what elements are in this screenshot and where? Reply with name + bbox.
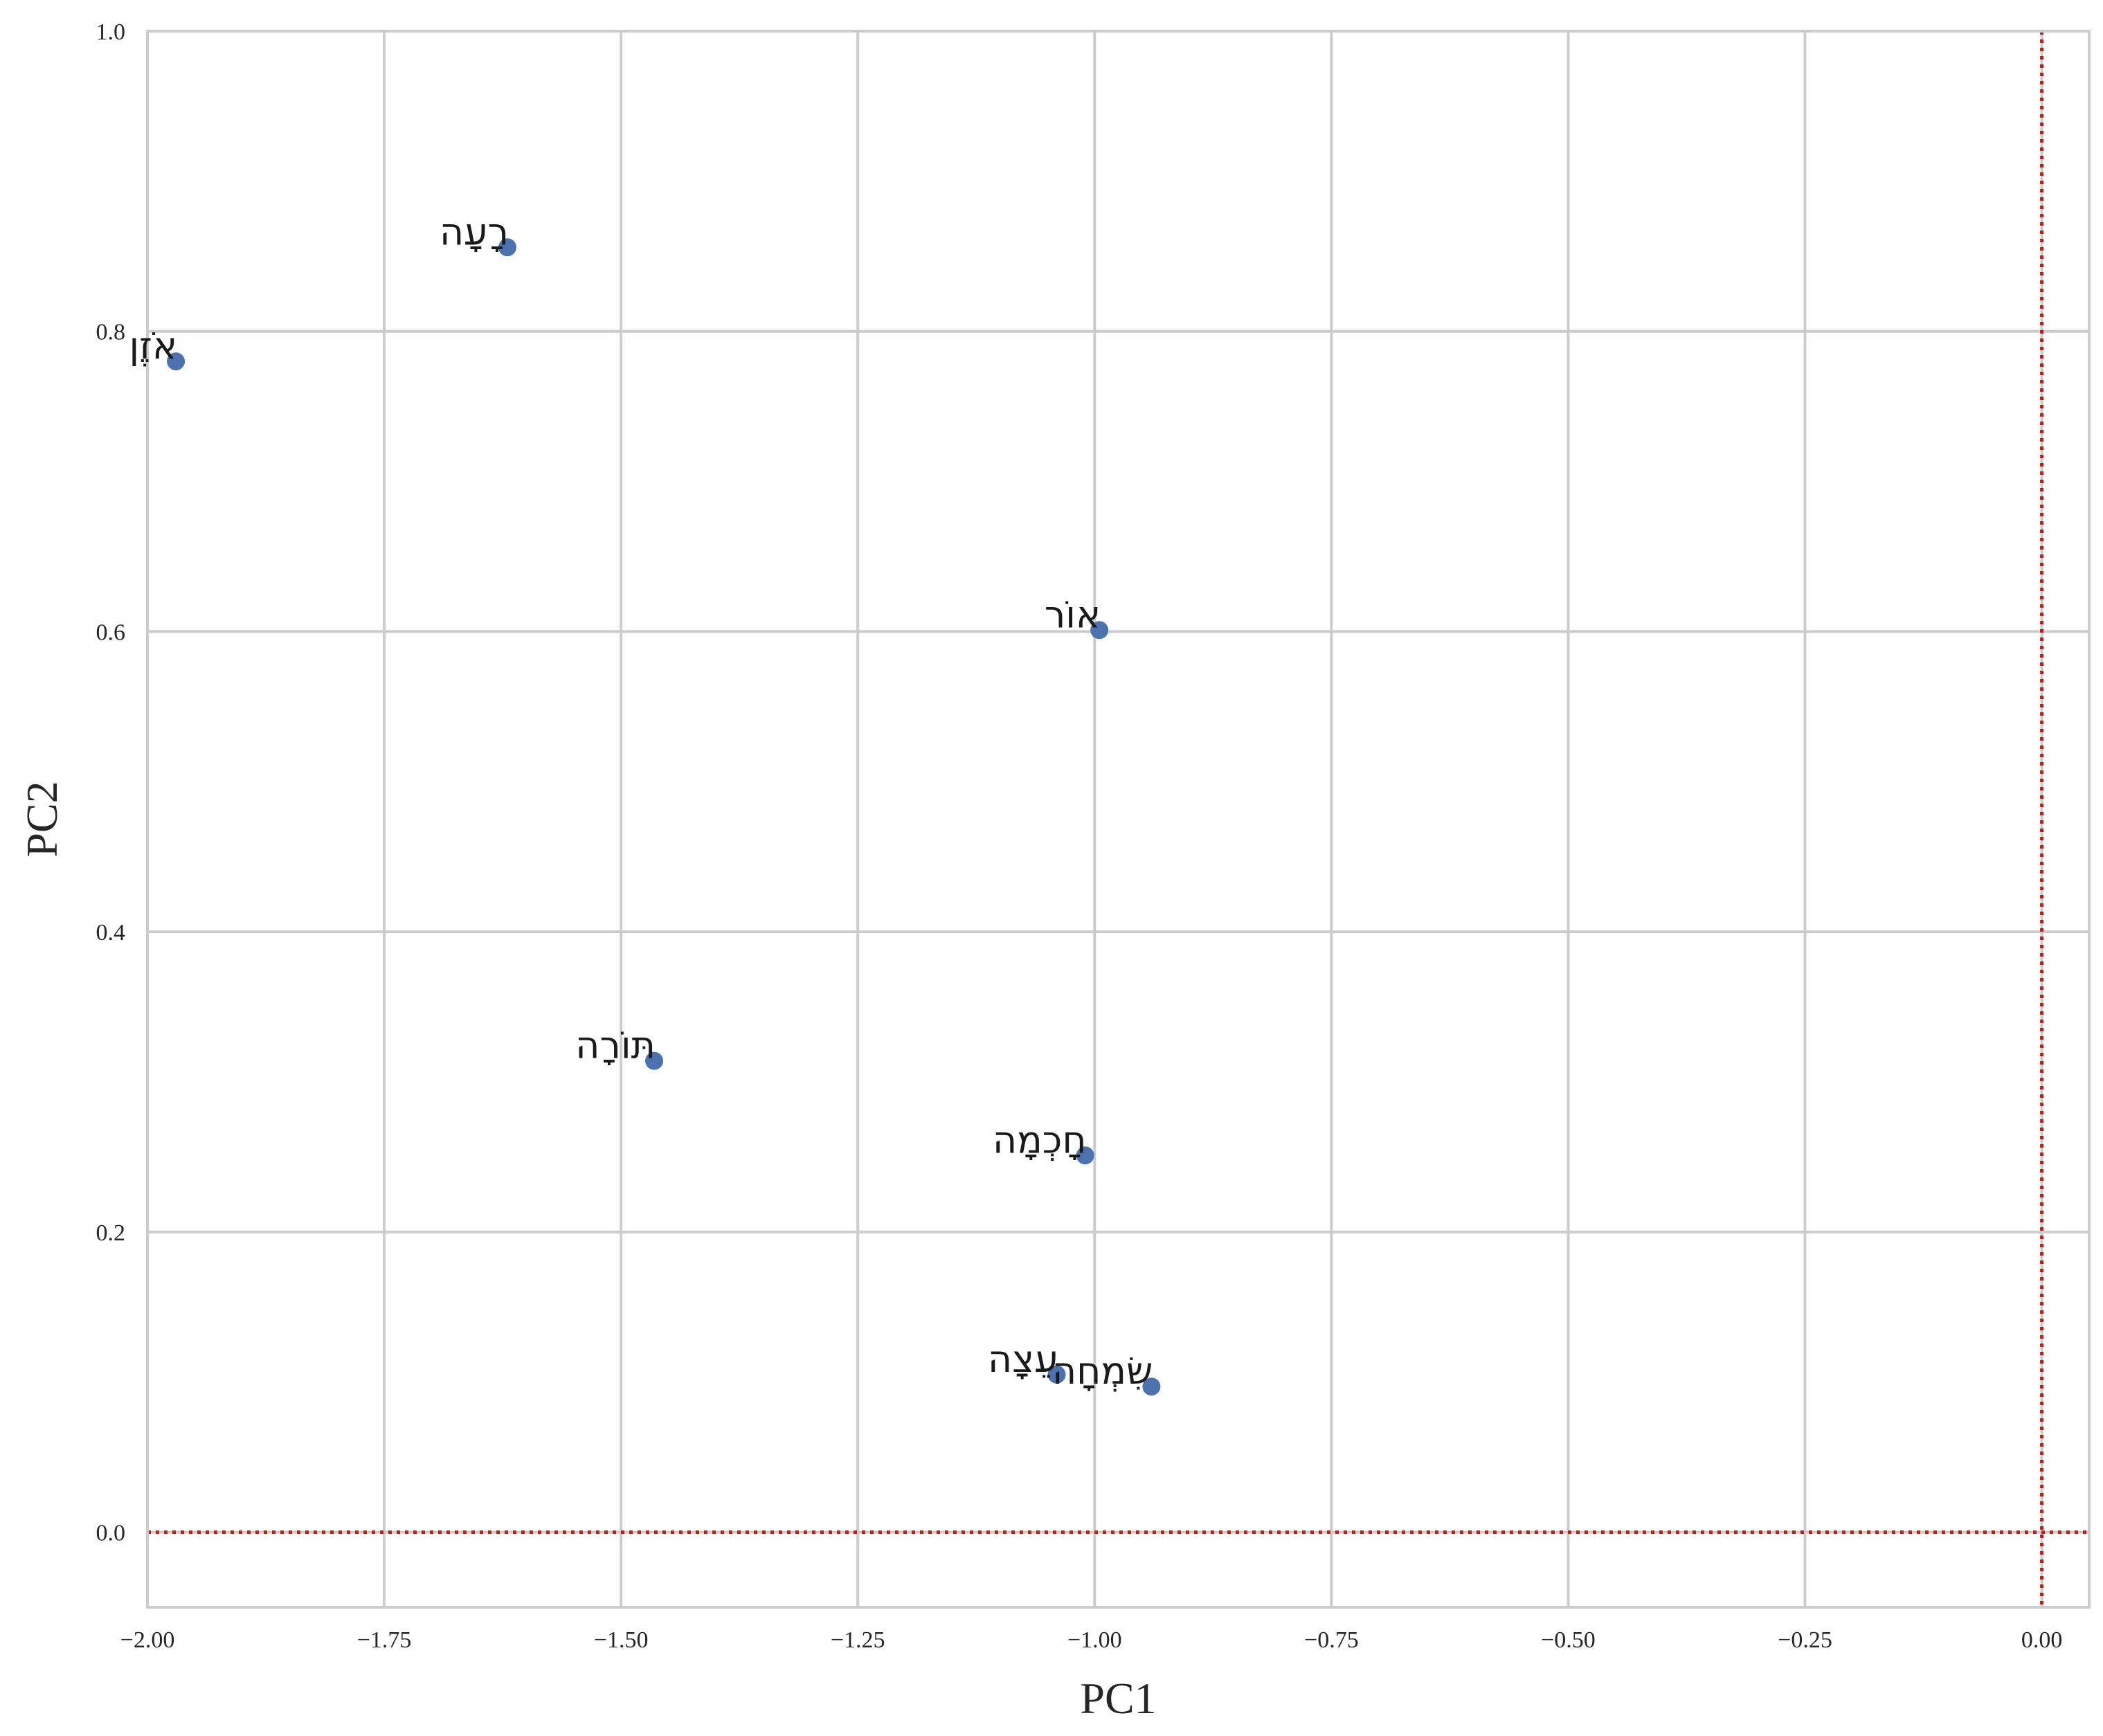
reference-lines <box>147 31 2089 1607</box>
y-tick-label: 0.6 <box>96 620 126 645</box>
data-point <box>167 352 186 371</box>
x-tick-label: −0.75 <box>1304 1627 1359 1653</box>
x-tick-label: 0.00 <box>2021 1627 2063 1653</box>
data-point-label: רָעָה <box>440 210 509 253</box>
x-tick-label: −2.00 <box>120 1627 175 1653</box>
x-tick-label: −1.00 <box>1067 1627 1122 1653</box>
tick-labels: −2.00 −1.75 −1.50 −1.25 −1.00 −0.75 −0.50 −0.25… <box>96 19 2063 1653</box>
data-point <box>498 238 516 257</box>
data-points: רָעָה אֹזֶן אוֹר תּוֹרָה חָכְמָה עֵצָהשִׂמְחָ… <box>129 210 1161 1396</box>
data-point-label: שִׂמְחָה <box>1052 1349 1153 1393</box>
x-tick-label: −1.50 <box>594 1627 649 1653</box>
y-tick-label: 0.4 <box>96 920 126 946</box>
data-point <box>1076 1146 1094 1165</box>
data-point <box>1047 1365 1066 1384</box>
data-point <box>1142 1377 1161 1396</box>
data-point-label: תּוֹרָה <box>575 1024 656 1067</box>
y-axis-title: PC2 <box>17 781 66 857</box>
y-tick-label: 0.0 <box>96 1521 126 1546</box>
data-point <box>1090 621 1109 640</box>
y-tick-label: 0.8 <box>96 320 126 345</box>
plot-frame <box>146 30 2091 1609</box>
x-tick-label: −1.25 <box>831 1627 885 1653</box>
data-point <box>645 1051 664 1070</box>
y-tick-label: 0.2 <box>96 1220 126 1246</box>
data-point-label: אֹזֶן <box>129 324 178 368</box>
x-tick-label: −0.50 <box>1541 1627 1596 1653</box>
x-axis-title: PC1 <box>1080 1674 1156 1723</box>
x-tick-label: −0.25 <box>1778 1627 1832 1653</box>
data-point-label: עֵצָה <box>988 1337 1058 1381</box>
x-tick-label: −1.75 <box>357 1627 412 1653</box>
data-point-label: חָכְמָה <box>993 1118 1087 1161</box>
grid-lines <box>146 30 2089 1607</box>
y-tick-label: 1.0 <box>96 19 126 45</box>
data-point-label: אוֹר <box>1045 593 1101 636</box>
